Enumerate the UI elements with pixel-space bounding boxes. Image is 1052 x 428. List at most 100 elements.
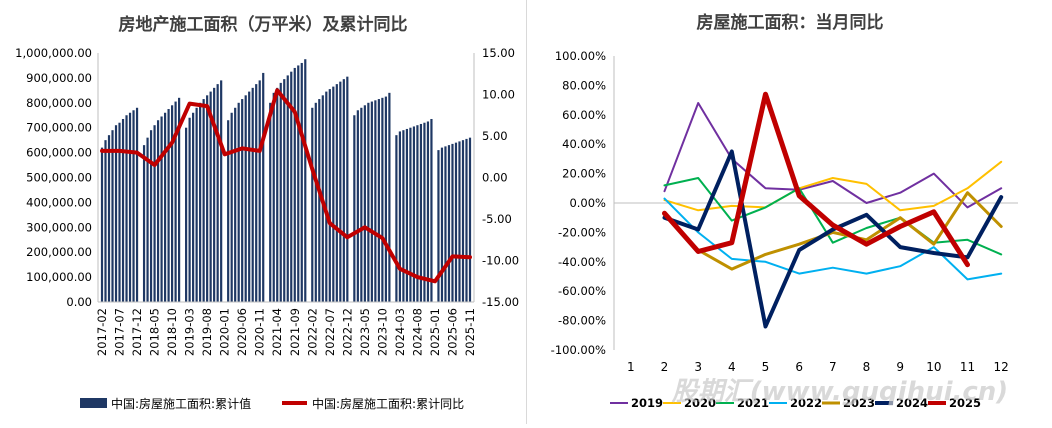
bar	[244, 95, 247, 302]
right-x-axis: 1 2 3 4 5 6 7 8 9 10 11 12	[614, 202, 1018, 374]
bar	[454, 142, 458, 302]
left-y-tick-label: 300,000.00	[26, 220, 92, 234]
bar	[248, 91, 251, 302]
bar	[370, 101, 373, 303]
left-x-tick-label: 2023-05	[358, 308, 372, 356]
bar	[135, 107, 139, 302]
right-chart-y-tick-label: 60.00%	[562, 108, 606, 122]
legend-label-line: 中国:房屋施工面积:累计同比	[312, 396, 464, 411]
bar	[118, 122, 121, 302]
bar	[342, 79, 345, 303]
panel-divider	[526, 0, 527, 424]
right-chart-y-tick-label: -40.00%	[558, 255, 606, 269]
bar	[423, 122, 426, 302]
bar	[304, 59, 307, 302]
left-x-tick-label: 2020-11	[253, 308, 267, 356]
bar	[437, 150, 440, 302]
bar	[241, 99, 244, 302]
bar	[149, 130, 153, 302]
bar	[458, 141, 461, 302]
right-y-tick-label: -10.00	[482, 254, 519, 268]
left-y-tick-label: 600,000.00	[26, 146, 92, 160]
bar	[377, 99, 380, 302]
watermark-text: 股期汇(www.guqihui.cn)	[671, 377, 1008, 407]
bar	[107, 135, 111, 302]
left-chart-title: 房地产施工面积（万平米）及累计同比	[119, 14, 408, 35]
left-chart: 房地产施工面积（万平米）及累计同比 0.00 100,000.00 200,000.…	[15, 14, 519, 411]
series-line-2019	[663, 102, 1003, 209]
bar	[419, 123, 423, 302]
bar	[402, 130, 405, 302]
bar	[167, 109, 170, 303]
bar	[318, 99, 321, 302]
bar	[132, 110, 135, 303]
bar	[300, 62, 303, 303]
left-x-tick-label: 2025-01	[428, 308, 442, 356]
line-cumulative-yoy	[100, 88, 472, 284]
series-line-2024	[662, 149, 1004, 329]
right-y-tick-label: -15.00	[482, 295, 519, 309]
bar	[286, 75, 289, 302]
series-line-2025	[662, 91, 970, 268]
left-x-tick-label: 2022-12	[340, 308, 354, 356]
legend-label-2019: 2019	[631, 396, 663, 410]
bar	[363, 105, 366, 302]
right-line-series	[662, 91, 1004, 329]
left-y-tick-label: 200,000.00	[26, 245, 92, 259]
bar	[178, 97, 181, 302]
left-y-tick-label: 100,000.00	[26, 270, 92, 284]
bar	[156, 120, 160, 302]
right-y-tick-label: 10.00	[482, 88, 515, 102]
right-y-tick-label: -5.00	[482, 212, 512, 226]
bar	[346, 76, 349, 302]
bar	[104, 140, 107, 302]
bar	[262, 72, 265, 302]
bar	[339, 81, 342, 302]
right-chart-y-tick-label: 80.00%	[562, 78, 606, 92]
bar	[325, 91, 328, 302]
bar	[328, 89, 331, 302]
right-chart-x-tick-label: 2	[661, 360, 669, 374]
left-x-tick-label: 2025-06	[446, 308, 460, 356]
bar	[293, 67, 296, 302]
bar	[121, 118, 125, 302]
right-chart-x-tick-label: 3	[694, 360, 702, 374]
bar	[412, 126, 416, 302]
bar	[444, 146, 447, 302]
bar	[367, 102, 370, 302]
left-x-tick-label: 2024-08	[410, 308, 424, 356]
bar	[290, 71, 293, 302]
bar	[255, 84, 258, 302]
right-chart-y-tick-label: -20.00%	[558, 225, 606, 239]
left-legend: 中国:房屋施工面积:累计值 中国:房屋施工面积:累计同比	[80, 396, 464, 411]
bar	[114, 125, 118, 303]
bar	[353, 115, 356, 302]
left-x-axis: 2017-02 2017-07 2017-12 2018-05 2018-10 2019-…	[95, 301, 477, 356]
bar	[356, 110, 359, 303]
left-y-tick-label: 1,000,000.00	[15, 46, 92, 60]
right-y-tick-label: 0.00	[482, 171, 508, 185]
bar	[125, 115, 128, 302]
bar	[142, 145, 146, 302]
legend-label-2020: 2020	[684, 396, 716, 410]
bar	[416, 125, 419, 303]
bar	[426, 121, 430, 302]
legend-label-2023: 2023	[843, 396, 875, 410]
bar	[332, 86, 335, 303]
left-x-tick-label: 2017-07	[113, 308, 127, 356]
left-x-tick-label: 2021-04	[270, 308, 284, 356]
right-chart-y-tick-label: 0.00%	[569, 196, 606, 210]
bar	[170, 105, 174, 302]
left-y-tick-label: 900,000.00	[26, 71, 92, 85]
left-x-tick-label: 2021-09	[288, 308, 302, 356]
legend-label-2022: 2022	[790, 396, 822, 410]
left-y-tick-label: 700,000.00	[26, 121, 92, 135]
left-x-tick-label: 2018-10	[165, 308, 179, 356]
right-chart-x-tick-label: 10	[926, 360, 941, 374]
bar	[202, 99, 205, 302]
left-line-series	[100, 88, 472, 284]
bar	[174, 101, 177, 303]
bar	[160, 116, 163, 303]
right-chart-y-tick-label: -80.00%	[558, 314, 606, 328]
left-x-tick-label: 2023-10	[375, 308, 389, 356]
